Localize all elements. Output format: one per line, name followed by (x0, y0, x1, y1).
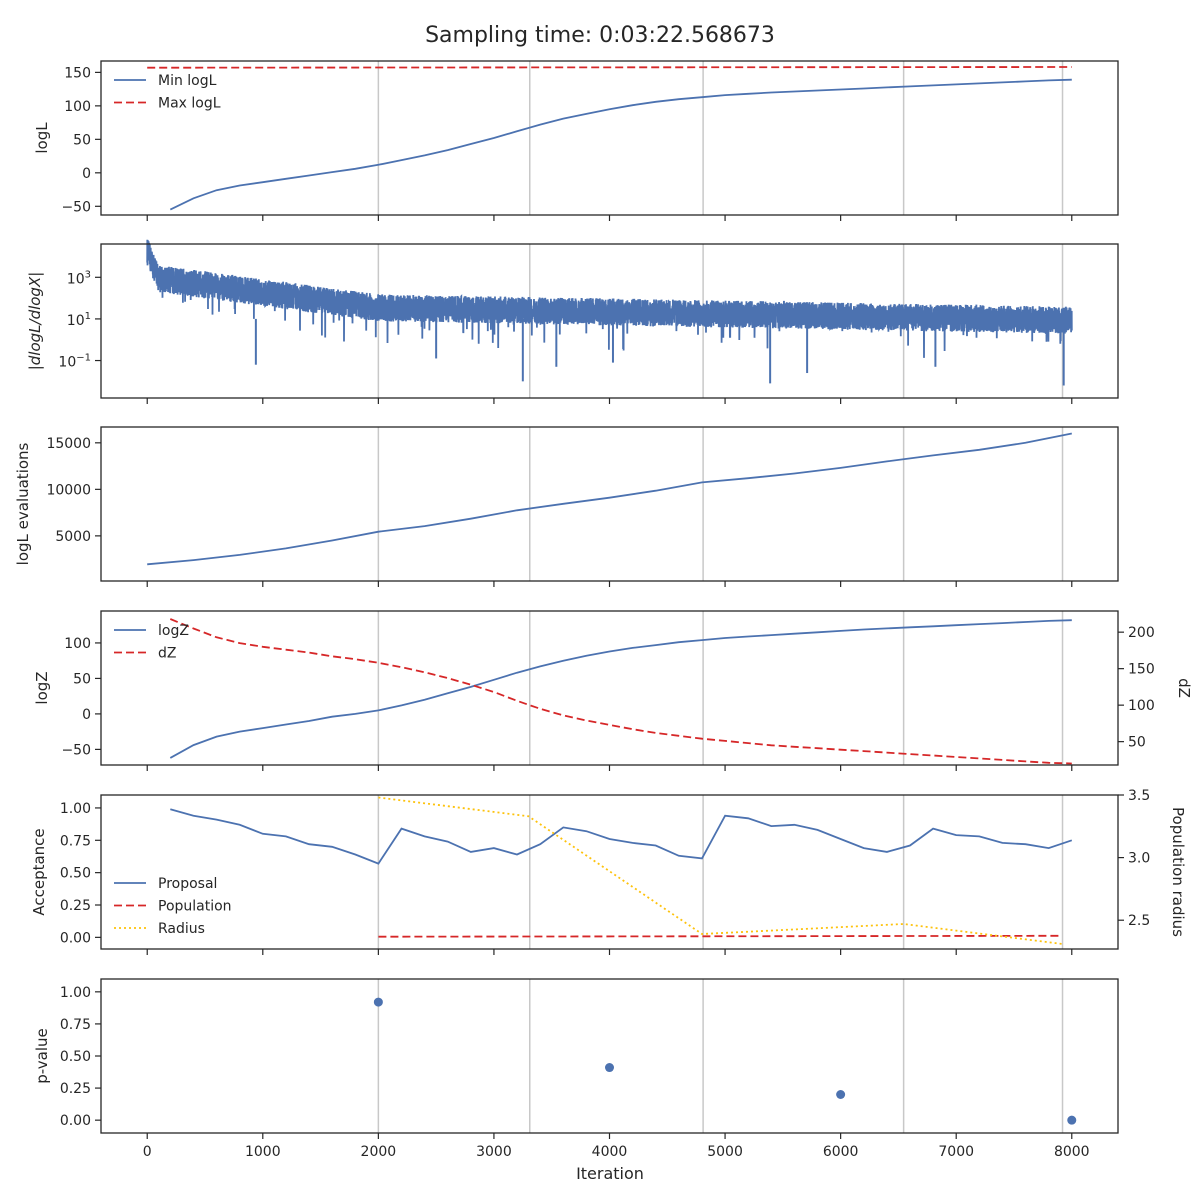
legend-label: Radius (158, 921, 205, 937)
panel-1: −50 0 50 100 150 logL Min logL Max logL (33, 60, 1119, 221)
y-tick-label: 15000 (46, 436, 91, 452)
y-tick-label-right: 50 (1128, 735, 1146, 751)
y-axis-label: p-value (33, 1028, 51, 1084)
y-tick-label: 10−1 (58, 353, 91, 371)
y-tick-label: 100 (64, 636, 91, 652)
point-2 (605, 1063, 614, 1073)
y-axis-label: logL (33, 122, 51, 154)
x-tick-label: 1000 (245, 1144, 281, 1160)
y-tick-label: 0.00 (60, 1113, 91, 1129)
y-tick-label: 0.50 (60, 1049, 91, 1065)
y-tick-label: 0.25 (60, 1081, 91, 1097)
point-3 (836, 1090, 846, 1099)
y-axis-label-right: Population radius (1169, 807, 1187, 937)
x-axis-label: Iteration (576, 1164, 644, 1183)
x-tick-label: 0 (143, 1144, 152, 1160)
panel-4: −50 0 50 100 50 100 150 200 logZ dZ logZ dZ (33, 610, 1193, 771)
panel-5: 0.00 0.25 0.50 0.75 1.00 2.5 3.0 3.5 Acceptance P… (30, 788, 1187, 955)
y-tick-label-right: 3.0 (1128, 851, 1150, 867)
y-tick-label: 0 (82, 166, 91, 182)
x-tick-label: 4000 (592, 1144, 628, 1160)
y-tick-label: 0 (82, 707, 91, 723)
y-tick-label-right: 200 (1128, 625, 1155, 641)
panel-6: 0 1000 2000 3000 4000 5000 6000 7000 8000 0.00 0.2… (33, 978, 1119, 1160)
series-proposal (170, 808, 1073, 865)
y-tick-label-right: 3.5 (1128, 788, 1150, 804)
x-tick-label: 3000 (476, 1144, 512, 1160)
series-population (378, 934, 1061, 938)
y-tick-label: 1.00 (60, 985, 91, 1001)
legend-label: Min logL (158, 73, 217, 89)
figure-title: Sampling time: 0:03:22.568673 (425, 23, 775, 48)
y-tick-label: 0.50 (60, 866, 91, 882)
y-tick-label: 50 (73, 671, 91, 687)
y-tick-label-right: 2.5 (1128, 913, 1150, 929)
point-4 (1067, 1115, 1077, 1125)
y-tick-label: 0.00 (60, 930, 91, 946)
series-1 (146, 239, 1073, 358)
y-tick-label: 0.75 (60, 1017, 91, 1033)
panel-2: 10−1 101 103 |dlogL/dlogX| (26, 239, 1119, 404)
point-1 (373, 997, 383, 1007)
y-tick-label: 5000 (55, 529, 91, 545)
legend-label: dZ (158, 646, 176, 662)
panel-3: 5000 10000 15000 logL evaluations (14, 426, 1119, 587)
series-min-logl (169, 78, 1072, 211)
y-tick-label: 1.00 (60, 801, 91, 817)
y-axis-label: |dlogL/dlogX| (26, 272, 44, 371)
y-tick-label: −50 (61, 199, 91, 215)
series-radius (378, 796, 1063, 945)
x-tick-label: 7000 (938, 1144, 974, 1160)
legend-label: Max logL (158, 96, 221, 112)
y-tick-label: 101 (67, 311, 91, 329)
legend-label: Population (158, 899, 232, 915)
y-tick-label: 150 (64, 65, 91, 81)
y-axis-label: logZ (33, 671, 51, 704)
y-tick-label-right: 150 (1128, 662, 1155, 678)
x-tick-label: 6000 (823, 1144, 859, 1160)
y-axis-label-right: dZ (1175, 678, 1193, 698)
series-logz (169, 619, 1072, 759)
y-tick-label: 10000 (46, 482, 91, 498)
x-tick-label: 8000 (1054, 1144, 1090, 1160)
legend-label: Proposal (158, 876, 217, 892)
y-tick-label: 0.25 (60, 898, 91, 914)
y-axis-label: logL evaluations (14, 442, 32, 565)
y-tick-label: −50 (61, 742, 91, 758)
series-max-logl (147, 66, 1072, 69)
series-1 (147, 432, 1072, 566)
y-tick-label: 103 (67, 269, 91, 287)
y-tick-label: 50 (73, 132, 91, 148)
y-tick-label: 100 (64, 99, 91, 115)
legend-label: logZ (158, 623, 189, 639)
x-tick-label: 2000 (361, 1144, 397, 1160)
y-axis-label: Acceptance (30, 828, 48, 915)
y-tick-label: 0.75 (60, 833, 91, 849)
x-tick-label: 5000 (707, 1144, 743, 1160)
y-tick-label-right: 100 (1128, 698, 1155, 714)
